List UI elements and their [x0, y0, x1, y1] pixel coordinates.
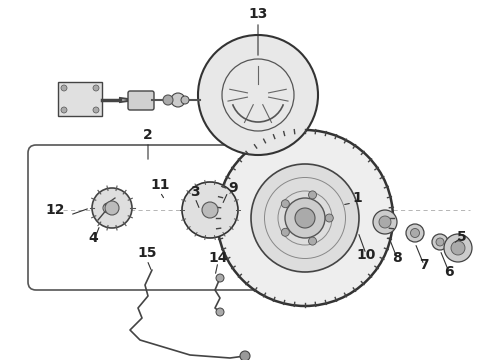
- Circle shape: [432, 234, 448, 250]
- Circle shape: [406, 224, 424, 242]
- Circle shape: [181, 96, 189, 104]
- Text: 8: 8: [392, 251, 402, 265]
- Circle shape: [436, 238, 444, 246]
- Circle shape: [240, 351, 250, 360]
- Circle shape: [105, 201, 119, 215]
- Text: 10: 10: [356, 248, 376, 262]
- Circle shape: [217, 130, 393, 306]
- Circle shape: [93, 85, 99, 91]
- Circle shape: [216, 308, 224, 316]
- Text: 2: 2: [143, 128, 153, 142]
- Text: 7: 7: [419, 258, 429, 272]
- Circle shape: [216, 274, 224, 282]
- Text: 11: 11: [150, 178, 170, 192]
- Circle shape: [163, 95, 173, 105]
- Circle shape: [309, 191, 317, 199]
- Circle shape: [251, 164, 359, 272]
- Circle shape: [411, 229, 419, 238]
- Circle shape: [379, 216, 391, 228]
- Circle shape: [92, 188, 132, 228]
- Text: 3: 3: [190, 185, 200, 199]
- Text: 6: 6: [444, 265, 454, 279]
- Circle shape: [285, 198, 325, 238]
- Circle shape: [182, 182, 238, 238]
- Text: 9: 9: [228, 181, 238, 195]
- Text: 1: 1: [352, 191, 362, 205]
- Circle shape: [171, 93, 185, 107]
- Circle shape: [61, 85, 67, 91]
- Circle shape: [93, 107, 99, 113]
- Circle shape: [198, 35, 318, 155]
- Text: 13: 13: [248, 7, 268, 21]
- Circle shape: [309, 237, 317, 245]
- Circle shape: [325, 214, 333, 222]
- Circle shape: [202, 202, 218, 218]
- FancyBboxPatch shape: [128, 91, 154, 110]
- Circle shape: [61, 107, 67, 113]
- Circle shape: [281, 228, 289, 236]
- Bar: [58, 82, 102, 116]
- Circle shape: [444, 234, 472, 262]
- Text: 4: 4: [88, 231, 98, 245]
- Circle shape: [295, 208, 315, 228]
- Text: 5: 5: [457, 230, 467, 244]
- Text: 15: 15: [137, 246, 157, 260]
- Text: 14: 14: [208, 251, 228, 265]
- Circle shape: [281, 200, 289, 208]
- Circle shape: [373, 210, 397, 234]
- Circle shape: [451, 241, 465, 255]
- Text: 12: 12: [45, 203, 65, 217]
